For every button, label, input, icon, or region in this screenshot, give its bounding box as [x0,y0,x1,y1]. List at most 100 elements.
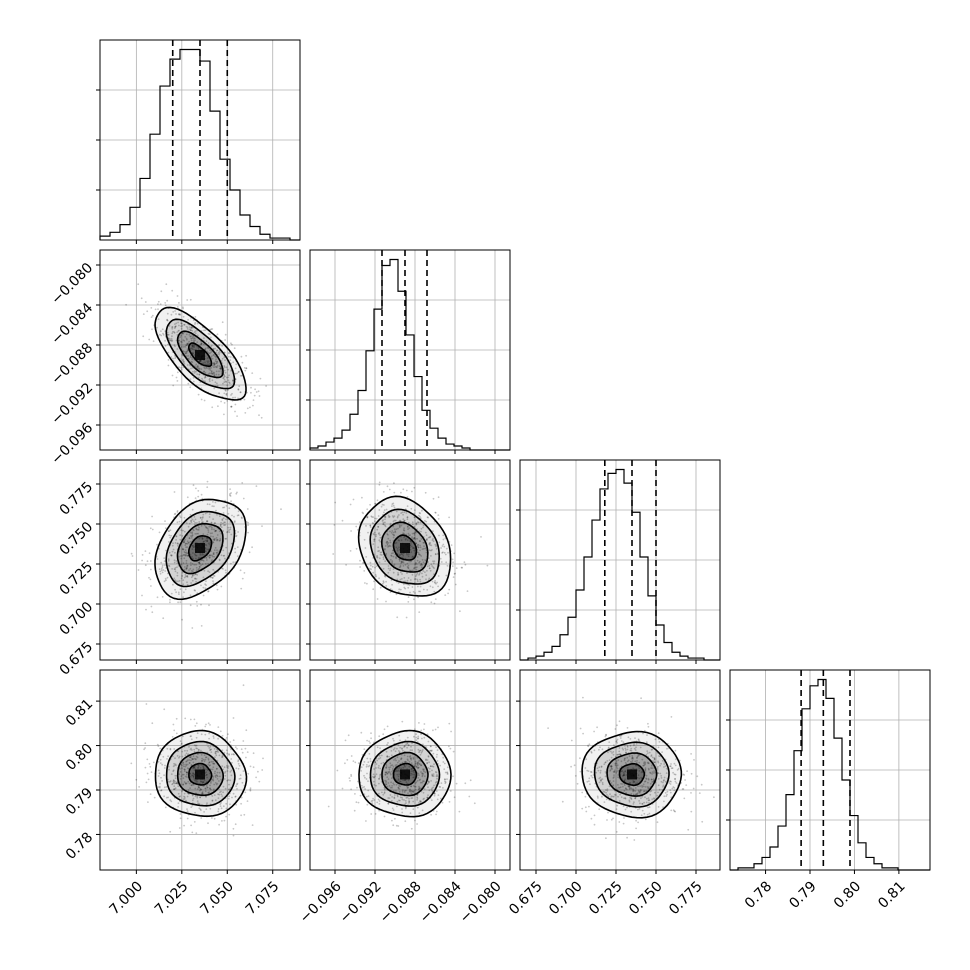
sample-point [396,616,399,619]
sample-point [605,798,608,801]
sample-point [408,802,410,804]
sample-point [187,753,190,755]
sample-point [202,362,205,364]
sample-point [230,370,233,372]
sample-point [379,774,381,777]
sample-point [547,727,549,729]
sample-point [394,750,397,753]
sample-point [159,333,161,336]
sample-point [240,516,243,519]
sample-point [422,541,425,544]
sample-point [606,789,609,792]
sample-point [683,797,686,800]
sample-point [682,773,685,776]
sample-point [393,759,395,761]
sample-point [617,774,619,776]
sample-point [393,528,396,530]
sample-point [171,783,174,786]
contour-line-3 [618,762,646,787]
sample-point [196,780,199,783]
sample-point [228,783,230,786]
sample-point [208,378,211,381]
sample-point [222,517,225,520]
sample-point [167,364,170,367]
sample-point [223,376,225,379]
sample-point [605,837,607,840]
sample-point [365,795,368,798]
sample-point [364,776,366,779]
sample-point [167,765,170,768]
sample-point [336,769,339,772]
sample-point [166,576,169,579]
sample-point [639,802,641,805]
sample-point [434,598,437,600]
sample-point [214,530,216,533]
sample-point [192,380,195,383]
sample-point [213,366,215,369]
sample-point [581,791,584,794]
sample-point [416,521,419,524]
sample-point [387,742,389,744]
sample-point [614,762,617,764]
sample-point [219,730,222,733]
sample-point [193,346,196,349]
histogram-panel-1 [306,249,511,454]
sample-point [423,775,426,778]
sample-point [218,343,221,346]
sample-point [235,767,238,770]
sample-point [236,783,238,786]
sample-point [192,339,195,341]
sample-point [633,781,636,783]
sample-point [385,763,388,766]
sample-point [230,342,232,345]
sample-point [255,485,258,487]
sample-point [412,776,414,779]
sample-point [389,522,392,525]
sample-point [388,488,391,491]
sample-point [383,792,386,795]
sample-point [616,804,619,807]
sample-point [233,520,236,523]
sample-point [189,298,192,301]
sample-point [247,521,250,524]
sample-point [168,768,170,771]
contour-line-3 [188,762,213,786]
sample-point [207,529,210,531]
sample-point [189,756,192,759]
sample-point [186,546,189,548]
sample-point [212,760,214,763]
sample-point [171,550,174,553]
sample-point [253,394,256,397]
sample-point [222,377,225,380]
sample-point [432,540,435,543]
sample-point [194,554,197,557]
sample-point [378,782,380,785]
sample-point [218,392,221,395]
sample-point [669,783,672,785]
sample-point [420,771,422,773]
sample-point [180,334,183,337]
sample-point [348,777,351,779]
sample-point [384,548,386,550]
sample-point [379,747,381,750]
sample-point [434,511,437,514]
sample-point [216,778,219,780]
sample-point [389,567,392,570]
sample-point [411,742,413,745]
sample-point [357,529,359,531]
sample-point [227,765,230,768]
sample-point [408,760,411,763]
sample-point [234,372,237,375]
sample-point [618,821,621,823]
sample-point [208,791,211,793]
sample-point [333,524,336,526]
sample-point [205,795,207,798]
sample-point [623,758,626,760]
sample-point [219,538,222,540]
sample-point [412,790,414,793]
sample-point [615,760,618,762]
sample-point [149,793,152,795]
sample-point [183,360,185,363]
sample-point [185,542,188,545]
sample-point [228,813,231,816]
